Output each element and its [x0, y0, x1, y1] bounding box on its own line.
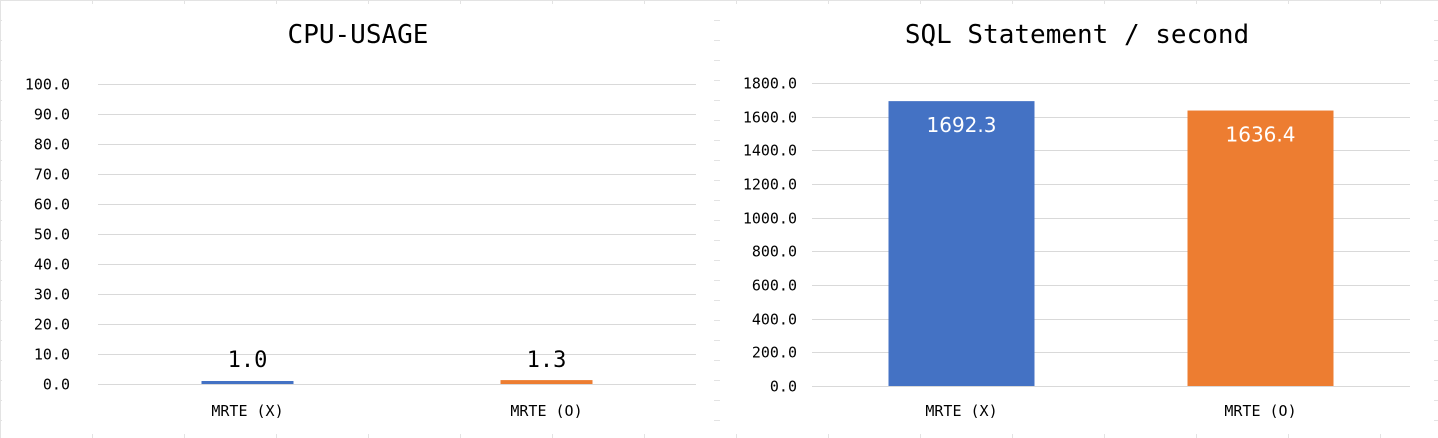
- y-tick-label: 70.0: [34, 166, 70, 184]
- y-tick-label: 1400.0: [743, 142, 797, 160]
- cpu-usage-chart[interactable]: CPU-USAGE 0.0 10.0 20.0 30.0 40.0 50.0 60.0 70.…: [2, 4, 714, 434]
- y-tick-label: 60.0: [34, 196, 70, 214]
- sql-statement-chart[interactable]: SQL Statement / second 0.0 200.0 400.0 600.…: [720, 4, 1434, 434]
- x-category-label: MRTE (O): [1224, 402, 1296, 420]
- bar: [201, 381, 294, 384]
- y-tick-label: 600.0: [752, 277, 797, 295]
- y-tick-label: 10.0: [34, 346, 70, 364]
- y-tick-label: 1800.0: [743, 75, 797, 93]
- y-tick-label: 30.0: [34, 286, 70, 304]
- data-label: 1.3: [527, 348, 567, 373]
- y-tick-label: 90.0: [34, 106, 70, 124]
- bar: [888, 101, 1035, 386]
- data-label: 1636.4: [1226, 123, 1296, 147]
- chart-title: SQL Statement / second: [904, 20, 1250, 50]
- bar: [1187, 110, 1334, 386]
- bar: [500, 380, 593, 384]
- chart-title: CPU-USAGE: [287, 20, 429, 50]
- y-tick-label: 1200.0: [743, 176, 797, 194]
- y-tick-label: 40.0: [34, 256, 70, 274]
- y-tick-label: 80.0: [34, 136, 70, 154]
- y-tick-label: 100.0: [25, 76, 70, 94]
- y-tick-label: 200.0: [752, 344, 797, 362]
- y-tick-label: 1000.0: [743, 210, 797, 228]
- y-tick-label: 400.0: [752, 311, 797, 329]
- x-category-label: MRTE (O): [510, 402, 582, 420]
- y-tick-label: 800.0: [752, 243, 797, 261]
- data-label: 1.0: [228, 348, 268, 373]
- cpu-usage-plot: 0.0 10.0 20.0 30.0 40.0 50.0 60.0 70.0 80.0 90.0 1…: [25, 76, 696, 420]
- y-tick-label: 1600.0: [743, 109, 797, 127]
- x-category-label: MRTE (X): [925, 402, 997, 420]
- y-tick-label: 50.0: [34, 226, 70, 244]
- y-tick-label: 20.0: [34, 316, 70, 334]
- y-tick-label: 0.0: [770, 378, 797, 396]
- y-tick-label: 0.0: [43, 376, 70, 394]
- data-label: 1692.3: [927, 113, 997, 137]
- x-category-label: MRTE (X): [211, 402, 283, 420]
- sql-statement-plot: 0.0 200.0 400.0 600.0 800.0 1000.0 1200.0 1400.…: [743, 75, 1410, 420]
